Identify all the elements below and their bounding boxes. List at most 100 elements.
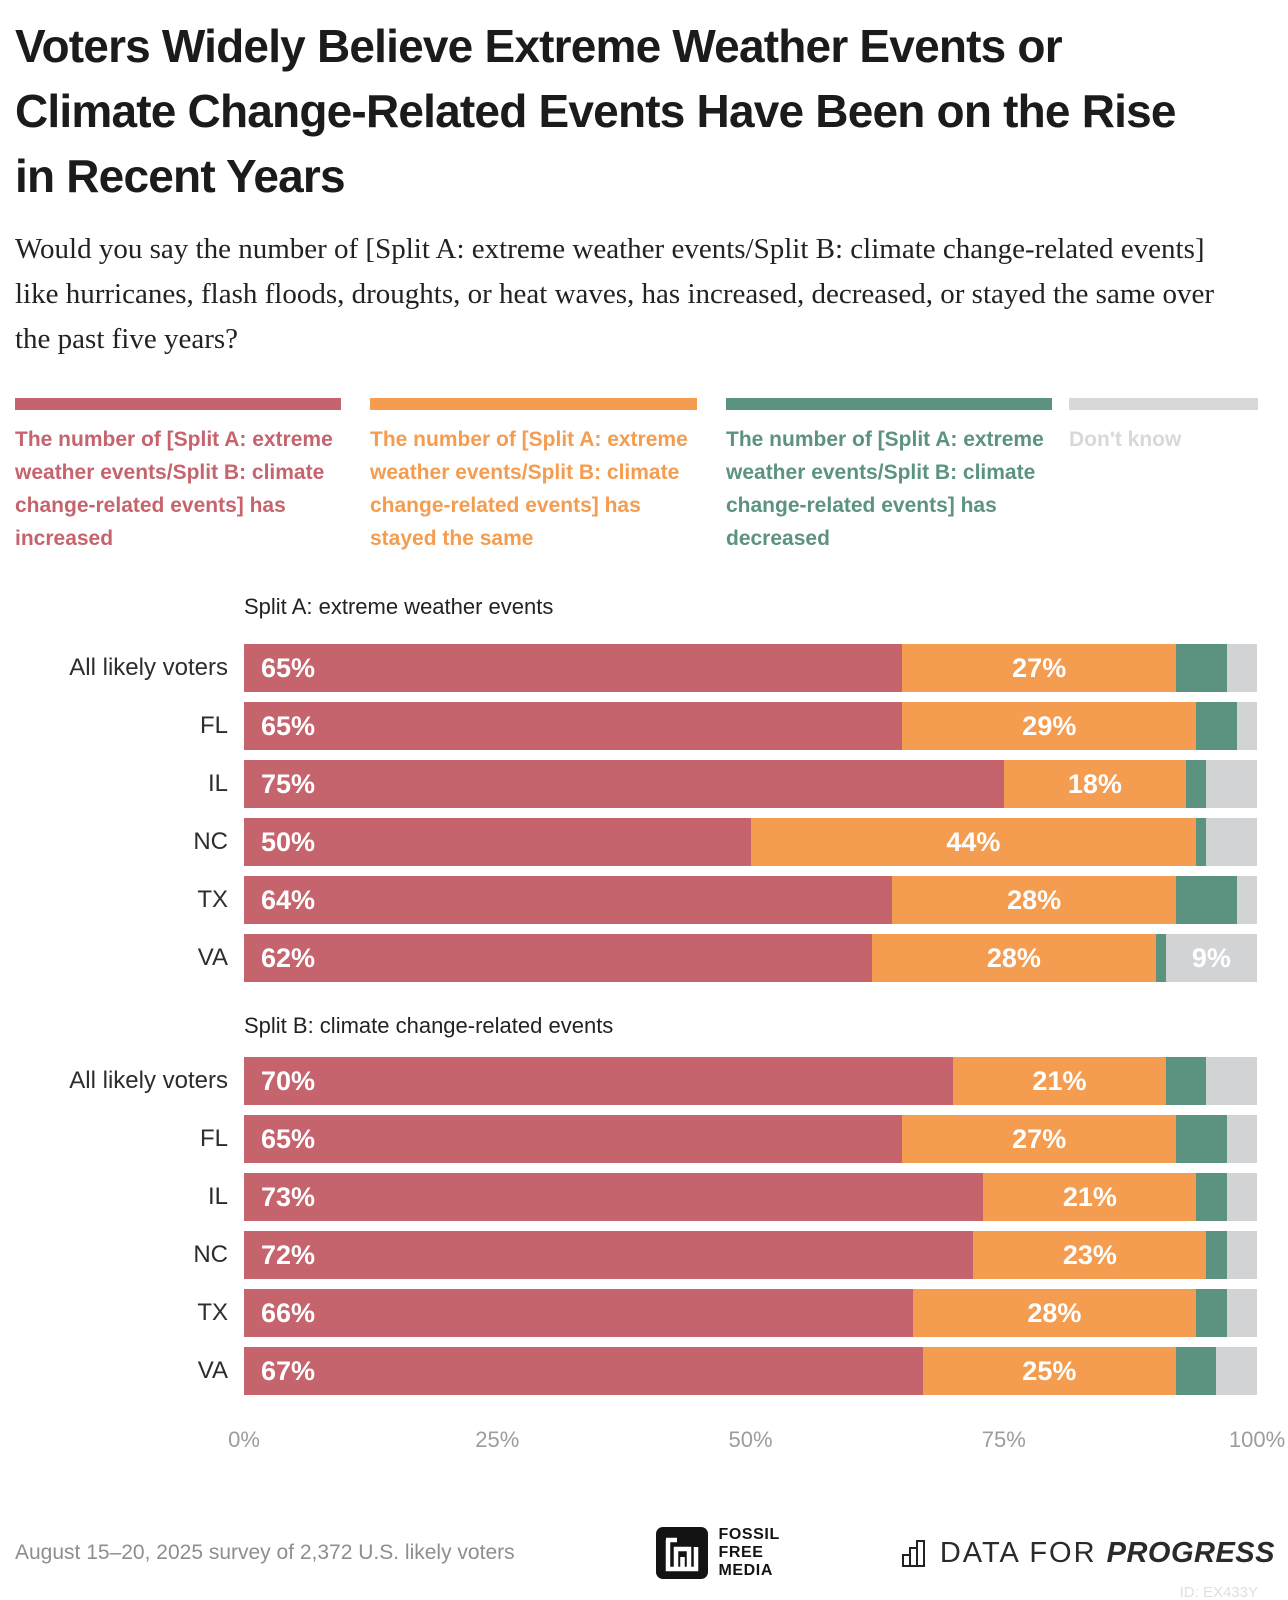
data-for-progress-logo: DATA FOR PROGRESS <box>900 1537 1275 1570</box>
chart-id: ID: EX433Y <box>1179 1584 1258 1600</box>
bar-segment-stayed_same: 28% <box>872 934 1156 982</box>
survey-note: August 15–20, 2025 survey of 2,372 U.S. … <box>15 1541 515 1564</box>
bar-segment-dont_know <box>1206 760 1257 808</box>
bar-segment-stayed_same: 29% <box>902 702 1197 750</box>
bar-segment-stayed_same: 23% <box>973 1231 1207 1279</box>
chart-row: IL 73% 21% <box>15 1173 1288 1221</box>
stacked-bar: 73% 21% <box>244 1173 1257 1221</box>
x-axis: 0% 25% 50% 75% 100% <box>228 1427 1285 1455</box>
chart-row: NC 50% 44% <box>15 818 1288 866</box>
row-label: TX <box>197 886 228 913</box>
bar-segment-stayed_same: 28% <box>912 1289 1197 1337</box>
fossil-free-media-icon <box>656 1527 709 1579</box>
bar-segment-increased: 62% <box>244 934 873 982</box>
bar-segment-increased: 64% <box>244 876 893 924</box>
bar-value-label: 75% <box>261 768 316 799</box>
bar-value-label: 70% <box>261 1065 316 1096</box>
legend-swatch-decreased <box>726 398 1052 410</box>
stacked-bar: 65% 27% <box>244 1115 1257 1163</box>
chart-row: NC 72% 23% <box>15 1231 1288 1279</box>
chart-row: VA 62% 28% 9% <box>15 934 1288 982</box>
bar-value-label: 27% <box>1012 652 1067 683</box>
bar-value-label: 62% <box>261 942 316 973</box>
legend-item-dont-know: Don't know <box>1069 398 1258 555</box>
bar-segment-decreased <box>1165 1057 1207 1105</box>
bar-value-label: 18% <box>1067 768 1122 799</box>
bar-segment-increased: 67% <box>244 1347 923 1395</box>
bar-value-label: 73% <box>261 1181 316 1212</box>
legend: The number of [Split A: extreme weather … <box>15 398 1288 555</box>
stacked-bar-chart: Split A: extreme weather events All like… <box>15 593 1288 1455</box>
footer-logos: FOSSIL FREE MEDIA DATA FOR PROGRESS <box>656 1526 1275 1580</box>
bar-value-label: 65% <box>261 652 316 683</box>
bar-segment-stayed_same: 21% <box>983 1173 1197 1221</box>
bar-segment-stayed_same: 27% <box>902 1115 1176 1163</box>
chart-row: FL 65% 27% <box>15 1115 1288 1163</box>
bar-segment-decreased <box>1155 934 1166 982</box>
stacked-bar: 72% 23% <box>244 1231 1257 1279</box>
bar-segment-increased: 70% <box>244 1057 954 1105</box>
bar-segment-increased: 66% <box>244 1289 913 1337</box>
bar-value-label: 28% <box>1007 884 1062 915</box>
axis-tick-label: 25% <box>475 1427 520 1452</box>
stacked-bar: 67% 25% <box>244 1347 1257 1395</box>
axis-tick-label: 50% <box>728 1427 773 1452</box>
row-label: IL <box>207 1183 228 1210</box>
legend-item-decreased: The number of [Split A: extreme weather … <box>726 398 1052 555</box>
survey-question: Would you say the number of [Split A: ex… <box>15 233 1215 355</box>
bar-segment-stayed_same: 28% <box>892 876 1176 924</box>
row-label: VA <box>197 1357 228 1384</box>
bar-value-label: 72% <box>261 1239 316 1270</box>
bar-segment-decreased <box>1196 1289 1227 1337</box>
bar-segment-dont_know <box>1226 644 1257 692</box>
chart-row: TX 64% 28% <box>15 876 1288 924</box>
chart-row: FL 65% 29% <box>15 702 1288 750</box>
bar-value-label: 50% <box>261 826 316 857</box>
bar-segment-decreased <box>1175 1347 1217 1395</box>
row-label: FL <box>199 1125 228 1152</box>
stacked-bar: 50% 44% <box>244 818 1257 866</box>
axis-tick-label: 100% <box>1228 1427 1286 1452</box>
axis-tick-label: 75% <box>981 1427 1026 1452</box>
row-label: NC <box>193 828 228 855</box>
bar-segment-decreased <box>1206 1231 1227 1279</box>
data-for-progress-wordmark: DATA FOR PROGRESS <box>939 1536 1275 1569</box>
bar-value-label: 64% <box>261 884 316 915</box>
bar-segment-dont_know <box>1226 1289 1257 1337</box>
chart-row: IL 75% 18% <box>15 760 1288 808</box>
bar-segment-dont_know <box>1206 818 1257 866</box>
bar-segment-dont_know <box>1236 876 1257 924</box>
stacked-bar: 65% 29% <box>244 702 1257 750</box>
axis-tick-label: 0% <box>228 1427 260 1452</box>
group-title-split-b: Split B: climate change-related events <box>244 1013 614 1038</box>
bar-segment-dont_know <box>1236 702 1257 750</box>
bar-segment-decreased <box>1196 702 1237 750</box>
bar-segment-decreased <box>1175 876 1237 924</box>
bar-value-label: 29% <box>1022 710 1077 741</box>
bar-value-label: 25% <box>1022 1355 1077 1386</box>
bar-segment-increased: 50% <box>244 818 751 866</box>
stacked-bar: 64% 28% <box>244 876 1257 924</box>
bar-value-label: 66% <box>261 1297 316 1328</box>
page-title: Voters Widely Believe Extreme Weather Ev… <box>15 20 1176 202</box>
bar-segment-decreased <box>1186 760 1207 808</box>
fossil-free-media-logo: FOSSIL FREE MEDIA <box>656 1526 779 1580</box>
bar-segment-decreased <box>1196 818 1207 866</box>
bar-segment-dont_know <box>1226 1115 1257 1163</box>
bar-segment-stayed_same: 18% <box>1003 760 1187 808</box>
stacked-bar: 66% 28% <box>244 1289 1257 1337</box>
stacked-bar: 62% 28% 9% <box>244 934 1257 982</box>
row-label: IL <box>207 770 228 797</box>
fossil-free-media-wordmark: FOSSIL FREE MEDIA <box>718 1526 780 1579</box>
bar-value-label: 65% <box>261 710 316 741</box>
chart-row: VA 67% 25% <box>15 1347 1288 1395</box>
legend-item-increased: The number of [Split A: extreme weather … <box>15 398 341 555</box>
bar-segment-dont_know <box>1216 1347 1257 1395</box>
bar-segment-increased: 75% <box>244 760 1004 808</box>
legend-label: Don't know <box>1069 428 1182 451</box>
bar-value-label: 28% <box>986 942 1041 973</box>
legend-swatch-stayed-same <box>370 398 697 410</box>
bar-segment-dont_know: 9% <box>1165 934 1257 982</box>
group-title-split-a: Split A: extreme weather events <box>244 594 554 619</box>
bar-segment-increased: 65% <box>244 702 903 750</box>
